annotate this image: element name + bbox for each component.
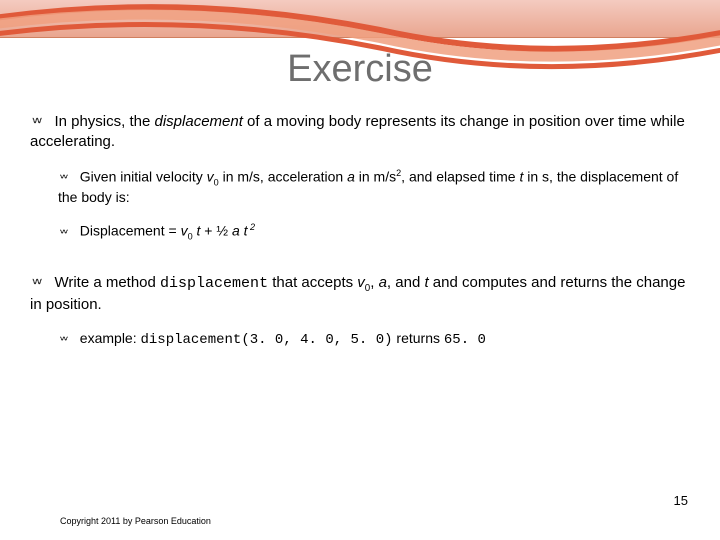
- bullet-formula: Displacement = v0 t + ½ a t 2: [58, 221, 690, 243]
- text: + ½: [200, 223, 232, 239]
- bullet-example: example: displacement(3. 0, 4. 0, 5. 0) …: [58, 329, 690, 350]
- superscript-two: 2: [248, 222, 256, 232]
- top-band: [0, 0, 720, 38]
- slide-content: In physics, the displacement of a moving…: [30, 112, 690, 364]
- code-displacement: displacement: [160, 275, 268, 292]
- code-result: 65. 0: [444, 332, 486, 348]
- t-symbol: t: [240, 223, 248, 239]
- a-symbol: a: [347, 168, 355, 184]
- code-call: displacement(3. 0, 4. 0, 5. 0): [141, 332, 393, 348]
- text: In physics, the: [54, 113, 154, 130]
- text: example:: [80, 330, 141, 346]
- text: in m/s, acceleration: [219, 168, 347, 184]
- slide-title: Exercise: [0, 48, 720, 91]
- a-symbol: a: [379, 274, 387, 291]
- footer-page-number: 15: [674, 493, 688, 508]
- v-symbol: v: [181, 223, 188, 239]
- text: , and elapsed time: [401, 168, 519, 184]
- text: ,: [370, 274, 378, 291]
- text: Write a method: [54, 274, 160, 291]
- text: returns: [393, 330, 444, 346]
- text: that accepts: [268, 274, 357, 291]
- v-symbol: v: [357, 274, 365, 291]
- text: Displacement =: [80, 223, 181, 239]
- bullet-physics-intro: In physics, the displacement of a moving…: [30, 112, 690, 153]
- text: , and: [387, 274, 425, 291]
- bullet-write-method: Write a method displacement that accepts…: [30, 273, 690, 315]
- displacement-ital: displacement: [155, 113, 243, 130]
- bullet-given: Given initial velocity v0 in m/s, accele…: [58, 167, 690, 208]
- a-symbol: a: [232, 223, 240, 239]
- text: Given initial velocity: [80, 168, 207, 184]
- text: in m/s: [355, 168, 396, 184]
- footer-copyright: Copyright 2011 by Pearson Education: [60, 516, 211, 526]
- v-symbol: v: [207, 168, 214, 184]
